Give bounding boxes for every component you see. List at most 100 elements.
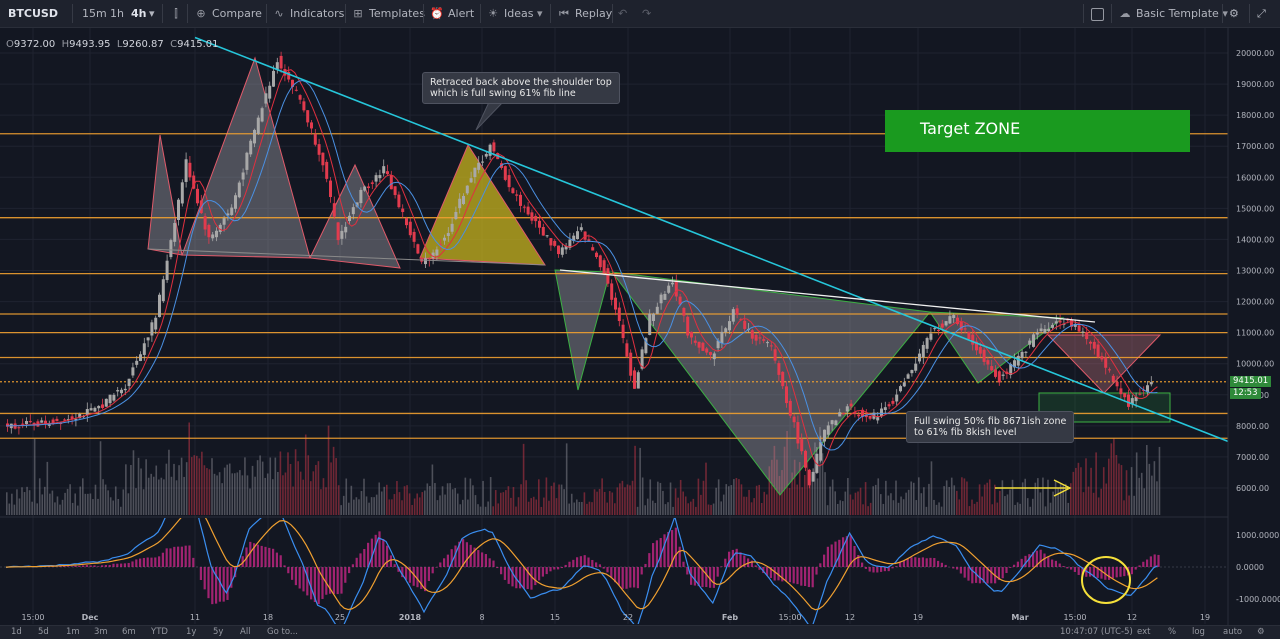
candle-body [876, 417, 879, 420]
volume-bar [188, 422, 190, 515]
goto-button[interactable]: Go to... [267, 627, 298, 638]
volume-bar [1057, 488, 1059, 515]
volume-bar [348, 503, 350, 515]
macd-histogram-bar [557, 567, 559, 569]
macd-histogram-bar [67, 566, 69, 567]
gear-icon[interactable]: ⚙ [1229, 0, 1239, 27]
range-6m[interactable]: 6m [122, 627, 136, 638]
candle-body [325, 162, 328, 179]
candle-body [519, 195, 522, 206]
templates-button[interactable]: ⊞Templates [351, 0, 425, 27]
candle-body [318, 144, 321, 155]
log-toggle[interactable]: log [1192, 627, 1205, 638]
macd-histogram-bar [891, 567, 893, 568]
volume-bar [807, 460, 809, 515]
volume-bar [16, 489, 18, 515]
candle-body [17, 427, 20, 428]
volume-bar [991, 504, 993, 515]
volume-bar [1014, 505, 1016, 515]
auto-toggle[interactable]: auto [1223, 627, 1242, 638]
volume-bar [639, 448, 641, 515]
interval-4h[interactable]: 4h [131, 0, 147, 27]
volume-bar [687, 503, 689, 515]
range-1y[interactable]: 1y [186, 627, 196, 638]
macd-histogram-bar [1123, 567, 1125, 576]
macd-histogram-bar [112, 564, 114, 567]
candle-body [268, 86, 271, 99]
symbol-label[interactable]: BTCUSD [8, 0, 58, 27]
volume-bar [447, 483, 449, 515]
expand-icon[interactable]: ⤢ [1257, 0, 1266, 27]
volume-bar [842, 501, 844, 515]
candle-body [504, 166, 507, 180]
volume-bar [725, 484, 727, 515]
candles-icon[interactable]: ⫿ [169, 0, 187, 27]
basic-template-button[interactable]: ☁Basic Template ▾ [1118, 0, 1228, 27]
volume-bar [708, 505, 710, 515]
volume-bar [31, 502, 33, 515]
ext-toggle[interactable]: ext [1137, 627, 1150, 638]
alert-button[interactable]: ⏰Alert [430, 0, 474, 27]
macd-histogram-bar [880, 567, 882, 572]
range-5d[interactable]: 5d [38, 627, 49, 638]
range-all[interactable]: All [240, 627, 251, 638]
range-3m[interactable]: 3m [94, 627, 108, 638]
macd-histogram-bar [546, 567, 548, 574]
volume-bar [1078, 463, 1080, 515]
interval-15m[interactable]: 15m [82, 0, 107, 27]
candle-body [1123, 393, 1126, 397]
interval-1h[interactable]: 1h [110, 0, 124, 27]
gear-icon[interactable]: ⚙ [1257, 627, 1265, 638]
volume-bar [356, 497, 358, 515]
callout-shoulder-top[interactable]: Retraced back above the shoulder top whi… [422, 72, 620, 104]
volume-bar [85, 494, 87, 515]
percent-toggle[interactable]: % [1168, 627, 1176, 638]
range-5y[interactable]: 5y [213, 627, 223, 638]
candle-body [352, 207, 355, 214]
macd-histogram-bar [101, 565, 103, 567]
candle-body [736, 308, 739, 314]
volume-bar [214, 474, 216, 515]
cloud-icon: ☁ [1118, 0, 1132, 27]
volume-bar [1045, 506, 1047, 515]
macd-histogram-bar [705, 567, 707, 587]
fullscreen-square-icon[interactable] [1091, 0, 1104, 27]
macd-histogram-bar [565, 565, 567, 567]
range-ytd[interactable]: YTD [151, 627, 168, 638]
target-zone-box[interactable]: Target ZONE [885, 110, 1190, 152]
indicators-button[interactable]: ∿Indicators [272, 0, 344, 27]
candle-body [382, 166, 385, 173]
macd-histogram-bar [755, 565, 757, 567]
volume-bar [910, 481, 912, 515]
candle-body [401, 209, 404, 212]
volume-bar [528, 502, 530, 515]
macd-histogram-bar [511, 567, 513, 586]
macd-histogram-bar [386, 546, 388, 567]
redo-icon[interactable]: ↷ [642, 0, 651, 27]
volume-bar [24, 492, 26, 515]
compare-button[interactable]: ⊕Compare [194, 0, 262, 27]
candle-body [169, 240, 172, 257]
chevron-down-icon[interactable]: ▾ [149, 0, 155, 27]
volume-bar [619, 483, 621, 515]
volume-bar [961, 477, 963, 515]
volume-bar [525, 480, 527, 515]
range-1m[interactable]: 1m [66, 627, 80, 638]
ideas-button[interactable]: ☀Ideas ▾ [486, 0, 543, 27]
volume-bar [627, 484, 629, 515]
macd-histogram-bar [496, 567, 498, 568]
candle-body [492, 142, 495, 151]
macd-histogram-bar [922, 557, 924, 567]
range-1d[interactable]: 1d [11, 627, 22, 638]
candle-body [511, 188, 514, 193]
macd-histogram-bar [1157, 555, 1159, 567]
volume-bar [508, 486, 510, 515]
volume-bar [176, 480, 178, 515]
replay-button[interactable]: ⏮Replay [557, 0, 612, 27]
macd-histogram-bar [1059, 564, 1061, 567]
candle-body [1089, 342, 1092, 344]
macd-histogram-bar [789, 567, 791, 582]
callout-fib-zone[interactable]: Full swing 50% fib 8671ish zone to 61% f… [906, 411, 1074, 443]
macd-histogram-bar [1108, 567, 1110, 580]
undo-icon[interactable]: ↶ [618, 0, 627, 27]
